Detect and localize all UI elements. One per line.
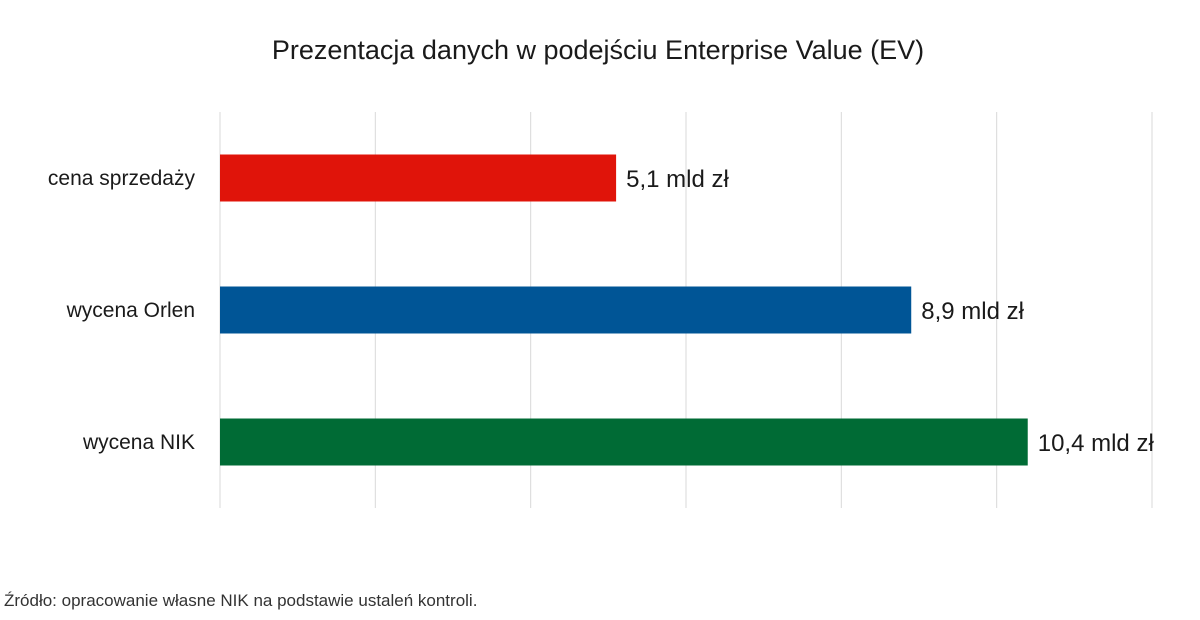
bar-2 (220, 418, 1028, 466)
category-label-1: wycena Orlen (66, 299, 195, 322)
labels: cena sprzedaży 5,1 mld zł wycena Orlen 8,9 … (48, 166, 1155, 457)
bar-chart: Prezentacja danych w podejściu Enterpris… (48, 35, 1155, 508)
category-label-2: wycena NIK (82, 431, 195, 454)
bar-0 (220, 154, 617, 202)
bars (220, 154, 1028, 466)
data-label-2: 10,4 mld zł (1038, 430, 1155, 457)
source-note: Źródło: opracowanie własne NIK na podsta… (4, 591, 478, 610)
bar-1 (220, 286, 912, 334)
chart-title: Prezentacja danych w podejściu Enterpris… (272, 35, 924, 65)
data-label-1: 8,9 mld zł (921, 298, 1024, 325)
data-label-0: 5,1 mld zł (626, 166, 729, 193)
category-label-0: cena sprzedaży (48, 167, 196, 190)
